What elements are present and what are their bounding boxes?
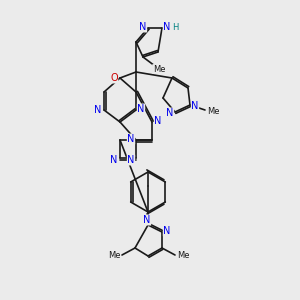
Text: N: N [94, 105, 102, 115]
Text: N: N [137, 104, 145, 114]
Text: Me: Me [108, 250, 120, 260]
Text: N: N [163, 226, 171, 236]
Text: O: O [110, 73, 118, 83]
Text: N: N [191, 101, 199, 111]
Text: N: N [163, 22, 171, 32]
Text: N: N [139, 22, 147, 32]
Text: Me: Me [177, 250, 189, 260]
Text: N: N [154, 116, 162, 126]
Text: N: N [166, 108, 174, 118]
Text: N: N [127, 134, 135, 144]
Text: Me: Me [207, 107, 219, 116]
Text: H: H [172, 22, 178, 32]
Text: Me: Me [153, 64, 165, 74]
Text: N: N [143, 215, 151, 225]
Text: N: N [127, 155, 135, 165]
Text: N: N [110, 155, 118, 165]
